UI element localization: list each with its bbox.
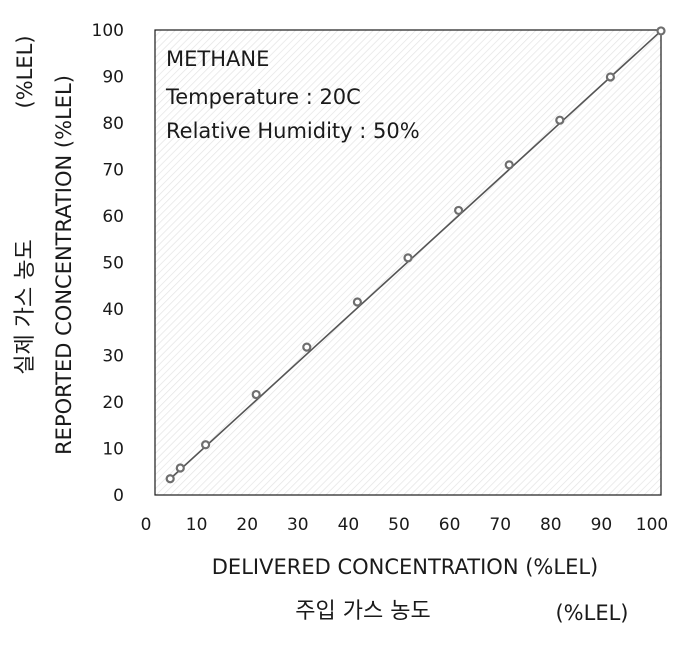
x-tick-label: 90 <box>591 515 613 535</box>
x-tick-label: 70 <box>489 515 511 535</box>
x-tick-label: 10 <box>186 515 208 535</box>
x-tick-label: 20 <box>236 515 258 535</box>
annotation-gas: METHANE <box>166 47 269 71</box>
y-tick-label: 20 <box>102 393 124 413</box>
data-point <box>454 205 464 216</box>
y-axis: 0 10 20 30 40 50 60 70 80 90 100 <box>92 21 124 506</box>
x-tick-label: 80 <box>540 515 562 535</box>
x-axis: 0 10 20 30 40 50 60 70 80 90 100 <box>141 515 669 535</box>
data-point <box>175 463 185 473</box>
annotation-box: METHANE Temperature : 20C Relative Humid… <box>165 47 420 143</box>
y-tick-label: 90 <box>102 68 124 88</box>
y-tick-label: 50 <box>102 254 124 274</box>
y-tick-label: 100 <box>92 21 124 41</box>
x-tick-label: 0 <box>141 515 152 535</box>
x-tick-label: 60 <box>439 515 461 535</box>
data-point <box>403 253 413 263</box>
annotation-temperature: Temperature : 20C <box>165 85 361 109</box>
trend-line <box>169 30 662 480</box>
data-point <box>656 26 666 36</box>
y-tick-label: 80 <box>102 114 124 134</box>
data-point <box>251 389 261 400</box>
y-tick-label: 40 <box>102 300 124 320</box>
y-axis-title-korean: 실제 가스 농도 <box>13 239 38 374</box>
data-point <box>605 72 616 82</box>
y-tick-label: 70 <box>102 161 124 181</box>
x-axis-unit: (%LEL) <box>555 601 628 625</box>
y-tick-label: 10 <box>102 440 124 460</box>
annotation-humidity: Relative Humidity : 50% <box>166 119 420 143</box>
x-tick-label: 30 <box>287 515 309 535</box>
y-tick-label: 30 <box>102 347 124 367</box>
data-point <box>201 440 211 450</box>
x-axis-title-korean: 주입 가스 농도 <box>295 599 430 624</box>
y-tick-label: 60 <box>102 207 124 227</box>
x-tick-label: 100 <box>636 515 668 535</box>
data-point <box>555 115 565 125</box>
data-points <box>165 26 666 484</box>
y-axis-title: REPORTED CONCENTRATION (%LEL) <box>52 75 76 455</box>
data-point <box>165 474 175 484</box>
x-tick-label: 50 <box>388 515 410 535</box>
data-point <box>352 297 362 307</box>
y-axis-unit: (%LEL) <box>13 35 37 108</box>
data-point <box>302 342 312 352</box>
data-point <box>504 160 514 170</box>
x-tick-label: 40 <box>338 515 360 535</box>
x-axis-title: DELIVERED CONCENTRATION (%LEL) <box>212 555 598 579</box>
y-tick-label: 0 <box>113 486 124 506</box>
